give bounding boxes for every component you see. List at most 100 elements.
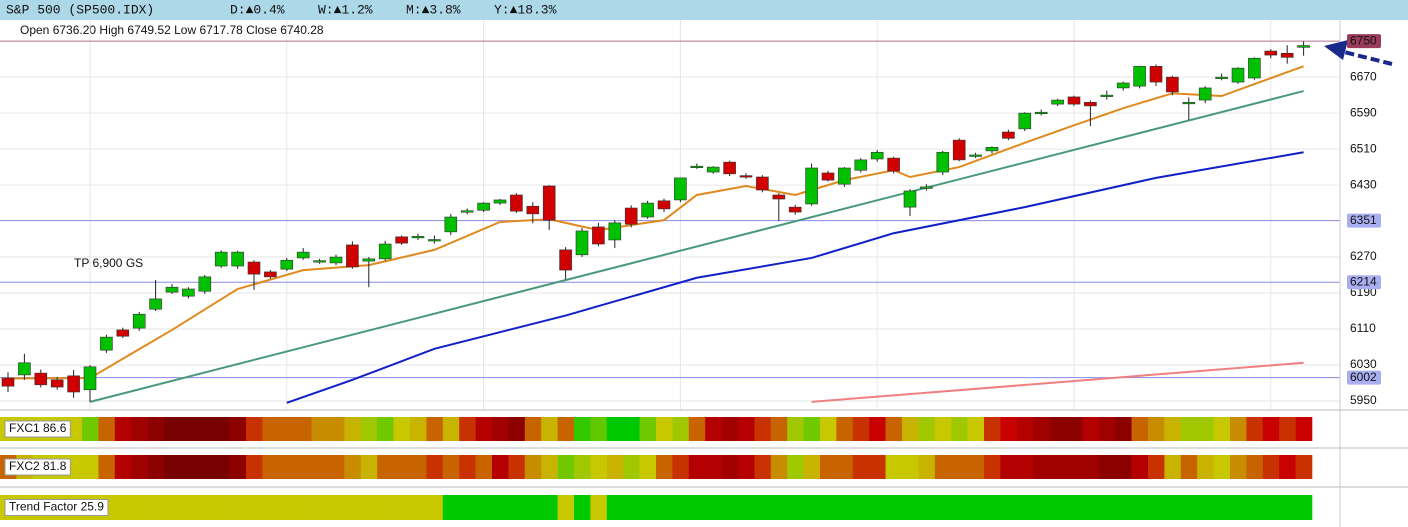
candle-body (362, 258, 376, 262)
heat-cell (311, 455, 329, 479)
heat-cell (1016, 417, 1034, 441)
change: W:▲1.2% (318, 2, 373, 17)
candle-body (952, 139, 966, 161)
heat-cell (377, 495, 394, 520)
y-tick-label: 5950 (1350, 393, 1377, 407)
heat-cell (1066, 417, 1083, 441)
candle-body (903, 190, 917, 208)
candle-body (1297, 45, 1310, 48)
candle-body (1133, 66, 1146, 87)
heat-cell (147, 417, 165, 441)
heat-cell (164, 495, 181, 520)
y-tick-label: 6510 (1350, 141, 1377, 155)
heat-cell (869, 495, 886, 520)
heat-cell (1115, 417, 1132, 441)
candle-body (756, 176, 769, 191)
heat-cell (606, 417, 624, 441)
heat-cell (1000, 417, 1018, 441)
heat-cell (1213, 455, 1231, 479)
heat-cell (246, 455, 263, 479)
heat-cell (623, 417, 640, 441)
candle-body (559, 249, 572, 271)
candle-body (280, 259, 294, 270)
heat-cell (114, 417, 132, 441)
candle-body (182, 288, 195, 297)
heat-cell (820, 455, 837, 479)
heat-cell (360, 455, 378, 479)
heat-cell (1098, 495, 1116, 520)
heat-cell (1148, 417, 1165, 441)
candle-body (887, 157, 900, 172)
candle-body (116, 329, 130, 337)
indicator-label-box (4, 458, 71, 476)
heat-cell (918, 495, 936, 520)
heat-cell (820, 417, 837, 441)
heat-cell (426, 417, 444, 441)
heat-cell (147, 455, 165, 479)
heat-cell (459, 417, 476, 441)
heat-cell (557, 417, 575, 441)
heat-cell (426, 455, 444, 479)
heat-cell (1115, 455, 1132, 479)
heat-cell (492, 455, 509, 479)
heat-cell (1148, 455, 1165, 479)
heat-cell (1197, 495, 1214, 520)
heat-cell (1131, 417, 1149, 441)
candle-body (1182, 102, 1196, 105)
heat-cell (754, 417, 772, 441)
heat-cell (738, 455, 755, 479)
heat-cell (1164, 417, 1182, 441)
heat-cell (672, 417, 690, 441)
heat-cell (541, 495, 558, 520)
heat-cell (951, 495, 968, 520)
heat-cell (705, 455, 722, 479)
candle-body (1264, 50, 1278, 56)
heat-cell (475, 495, 493, 520)
heat-cell (262, 495, 280, 520)
candle-body (788, 206, 802, 213)
candle-body (50, 379, 64, 388)
heat-cell (442, 495, 460, 520)
heat-cell (1246, 455, 1264, 479)
heat-cell (229, 417, 247, 441)
heat-cell (492, 495, 509, 520)
heat-cell (426, 495, 444, 520)
annotation: TP 6,900 GS (74, 256, 143, 270)
heat-cell (278, 495, 296, 520)
heat-cell (180, 417, 198, 441)
heat-cell (164, 455, 181, 479)
heat-cell (1279, 495, 1296, 520)
candle-body (313, 260, 326, 263)
heat-cell (934, 455, 952, 479)
candle-body (67, 375, 80, 393)
heat-cell (328, 495, 345, 520)
heat-cell (213, 417, 230, 441)
heat-cell (442, 455, 460, 479)
heat-cell (984, 495, 1001, 520)
heat-cell (1262, 495, 1280, 520)
heat-cell (885, 417, 903, 441)
candle-body (772, 194, 786, 200)
heat-cell (590, 495, 608, 520)
y-tick-label: 6670 (1350, 69, 1377, 83)
indicator-label-box (4, 420, 71, 438)
heat-cell (1049, 417, 1067, 441)
heat-cell (1295, 455, 1313, 479)
candle-body (18, 362, 31, 376)
heat-cell (524, 495, 542, 520)
candle-body (1100, 94, 1114, 97)
heat-cell (574, 417, 591, 441)
heat-cell (574, 455, 591, 479)
candle-body (346, 244, 359, 268)
heat-cell (360, 417, 378, 441)
heat-cell (196, 455, 214, 479)
candle-body (247, 261, 261, 275)
heat-cell (1098, 417, 1116, 441)
line-series (89, 90, 1304, 403)
heat-cell (967, 455, 985, 479)
candle-body (132, 313, 146, 329)
heat-cell (1066, 495, 1083, 520)
heat-cell (787, 495, 804, 520)
heat-cell (852, 455, 870, 479)
candle-body (1084, 102, 1097, 107)
